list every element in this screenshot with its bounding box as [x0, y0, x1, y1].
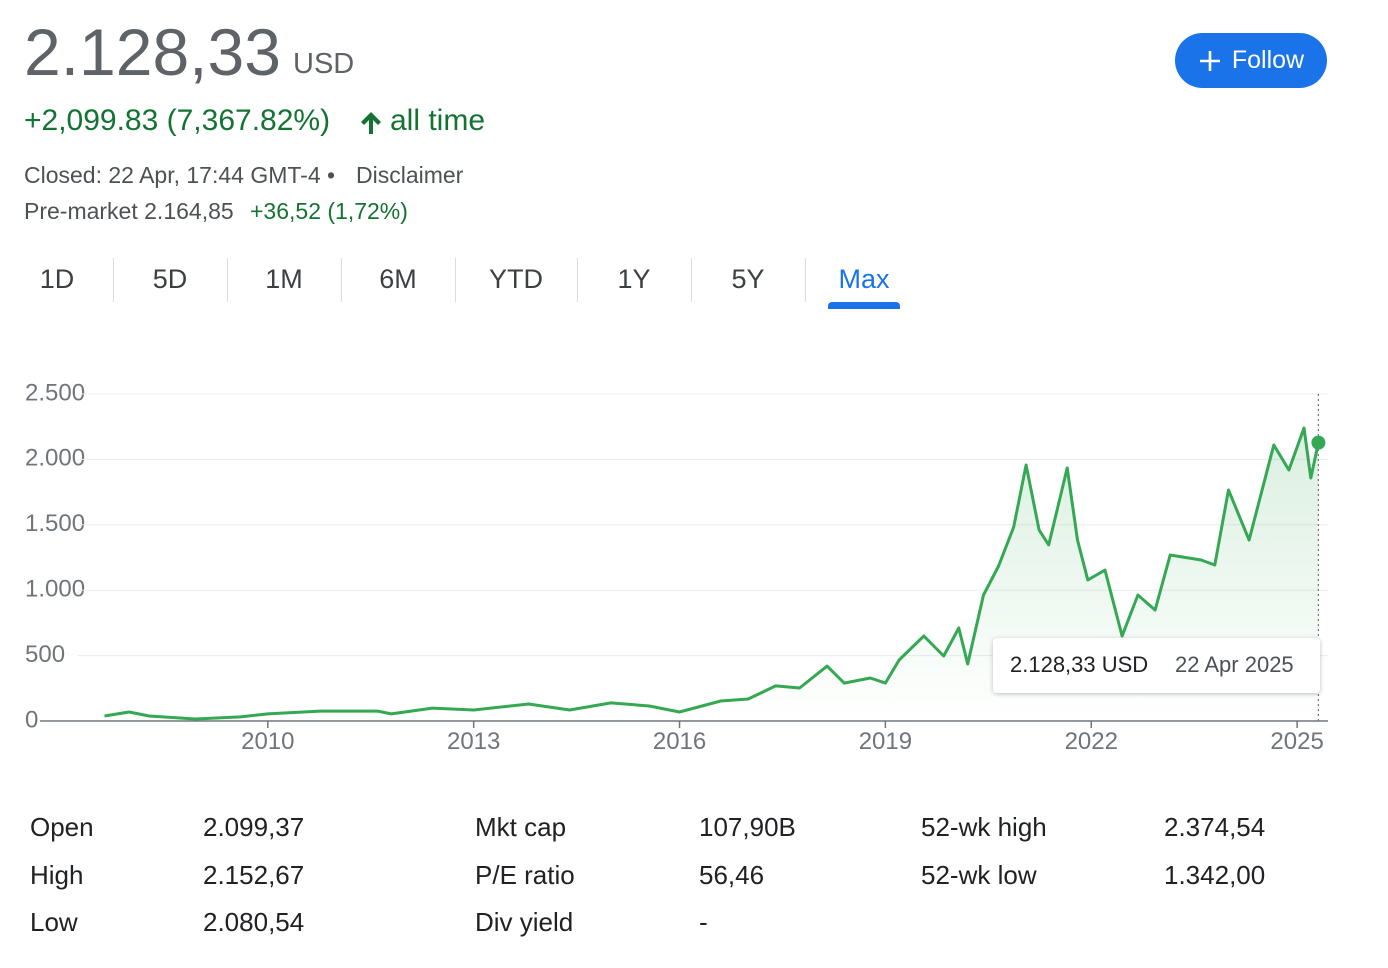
- range-tab[interactable]: 5Y: [731, 264, 765, 294]
- x-tick-label: 2016: [653, 728, 706, 755]
- change: +2,099.83 (7,367.82%): [24, 104, 331, 137]
- stat-label: Open: [30, 812, 94, 842]
- stat-value: 2.374,54: [1164, 812, 1266, 842]
- tab-separator: [691, 258, 692, 302]
- range-tab[interactable]: 1Y: [617, 264, 651, 294]
- stat-value: 2.080,54: [203, 907, 305, 937]
- premarket: Pre-market 2.164,85: [24, 198, 234, 224]
- tab-separator: [577, 258, 578, 302]
- stat-value: 1.342,00: [1164, 860, 1266, 890]
- price-line: [104, 426, 1320, 721]
- range-tab[interactable]: 1M: [265, 264, 303, 294]
- y-tick-label: 2.500: [25, 379, 85, 406]
- stat-label: Mkt cap: [475, 812, 567, 842]
- stat-value: 107,90B: [699, 812, 796, 842]
- y-tick-label: 2.000: [25, 445, 85, 472]
- tooltip-box: [993, 638, 1320, 693]
- premarket-change: +36,52 (1,72%): [250, 198, 408, 224]
- active-underline: [828, 302, 900, 309]
- currency: USD: [293, 48, 355, 80]
- price: 2.128,33: [24, 15, 281, 89]
- tab-separator: [227, 258, 228, 302]
- tab-separator: [341, 258, 342, 302]
- stat-label: Low: [30, 907, 78, 937]
- follow-button[interactable]: Follow: [1175, 33, 1327, 88]
- x-tick-label: 2022: [1065, 728, 1118, 755]
- closed-time: Closed: 22 Apr, 17:44 GMT-4 •: [24, 162, 336, 188]
- stat-label: 52-wk low: [921, 860, 1037, 890]
- x-tick-label: 2025: [1270, 728, 1323, 755]
- x-tick-label: 2019: [859, 728, 912, 755]
- stat-value: 2.152,67: [203, 860, 305, 890]
- range-tab[interactable]: 6M: [379, 264, 417, 294]
- stat-label: Div yield: [475, 907, 574, 937]
- up-arrow: [361, 112, 381, 134]
- tooltip-value: 2.128,33 USD: [1010, 652, 1148, 677]
- stat-value: -: [699, 907, 708, 937]
- y-tick-label: 1.500: [25, 510, 85, 537]
- end-point: [1311, 435, 1326, 450]
- disclaimer[interactable]: Disclaimer: [356, 162, 464, 188]
- range-tab[interactable]: YTD: [489, 264, 543, 294]
- y-tick-label: 0: [25, 706, 38, 733]
- x-tick-label: 2010: [241, 728, 294, 755]
- x-tick-label: 2013: [447, 728, 500, 755]
- plus-icon: [1199, 50, 1220, 71]
- stat-label: 52-wk high: [921, 812, 1047, 842]
- stat-value: 2.099,37: [203, 812, 305, 842]
- stat-label: P/E ratio: [475, 860, 575, 890]
- y-tick-label: 1.000: [25, 576, 85, 603]
- tab-separator: [455, 258, 456, 302]
- tab-separator: [805, 258, 806, 302]
- period: all time: [390, 104, 486, 137]
- tooltip-date: 22 Apr 2025: [1175, 652, 1294, 677]
- follow-label: Follow: [1231, 46, 1305, 74]
- stat-label: High: [30, 860, 84, 890]
- range-tab[interactable]: Max: [838, 264, 890, 294]
- y-tick-label: 500: [25, 641, 65, 668]
- chart: 0 500 1.000 1.500 2.000 2.500 2010 2013 2016 2019…: [25, 379, 1328, 755]
- stat-value: 56,46: [699, 860, 765, 890]
- range-tab[interactable]: 5D: [152, 264, 188, 294]
- range-tab[interactable]: 1D: [39, 264, 75, 294]
- tab-separator: [113, 258, 114, 302]
